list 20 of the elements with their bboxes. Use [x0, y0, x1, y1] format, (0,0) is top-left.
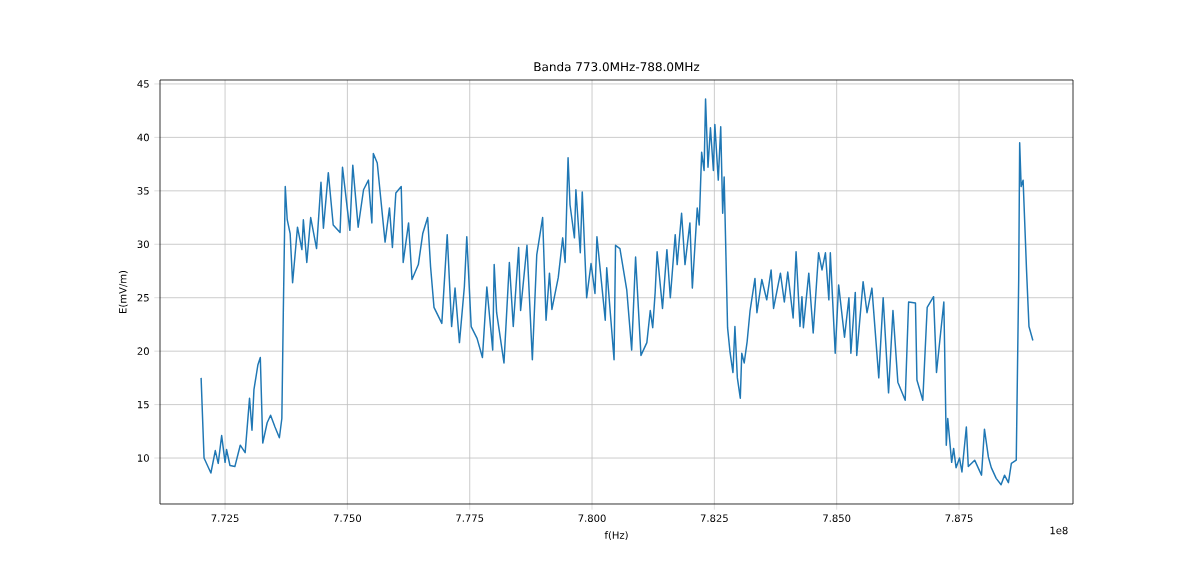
y-tick-label: 25 — [137, 293, 149, 302]
x-tick-label: 7.725 — [211, 514, 239, 522]
y-tick-label: 30 — [137, 240, 149, 249]
y-tick-label: 45 — [137, 80, 149, 88]
y-tick-label: 20 — [137, 347, 149, 355]
y-tick-label: 40 — [137, 133, 149, 142]
y-tick-label: 35 — [137, 187, 149, 195]
y-tick-label: 15 — [137, 400, 149, 409]
x-tick-label: 7.800 — [578, 514, 606, 522]
x-axis-title: f(Hz) — [604, 531, 628, 541]
y-axis-title: E(mV/m) — [118, 270, 128, 313]
x-tick-label: 7.850 — [823, 514, 851, 522]
x-tick-label: 7.775 — [456, 514, 484, 522]
text: 1e8 — [1050, 526, 1068, 535]
x-tick-label: 7.875 — [945, 514, 973, 522]
x-tick-label: 7.825 — [700, 514, 728, 522]
y-tick-label: 10 — [137, 454, 149, 462]
chart-title: Banda 773.0MHz-788.0MHz — [534, 62, 700, 72]
line-series — [200, 98, 1034, 486]
x-tick-label: 7.750 — [333, 514, 362, 522]
